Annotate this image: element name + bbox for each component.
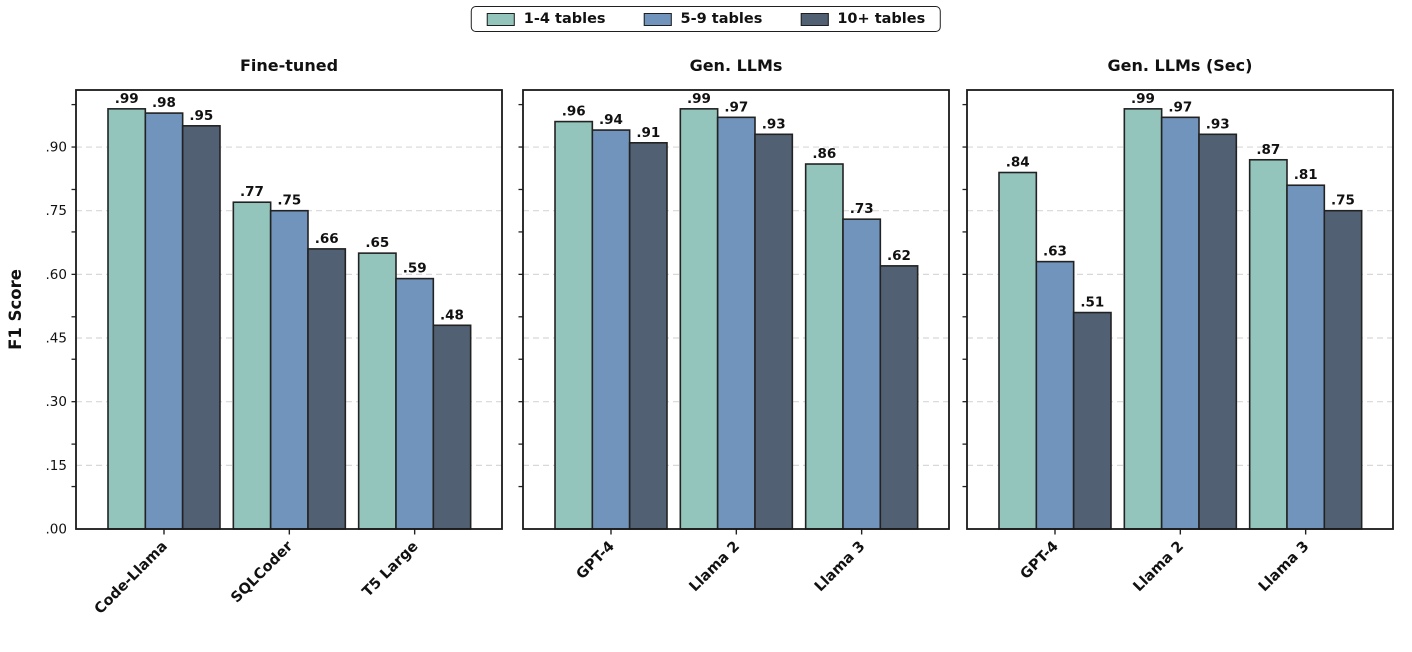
y-tick-label: .75	[46, 203, 67, 219]
bar	[357, 252, 397, 530]
bar	[1198, 133, 1238, 530]
bar-value-label: .96	[562, 104, 586, 120]
bar	[754, 133, 794, 530]
panel-2: Gen. LLMs .96 .94 .91 GPT-4 .99 .97 .93 Llama 2.…	[518, 56, 950, 596]
bar-value-label: .93	[762, 116, 786, 132]
x-category-label: Llama 3	[812, 539, 869, 596]
bar-value-label: .65	[365, 235, 389, 251]
y-axis-label: F1 Score	[6, 269, 25, 350]
legend: 1-4 tables 5-9 tables 10+ tables	[470, 6, 942, 32]
y-tick-label: .60	[46, 267, 67, 283]
legend-label: 5-9 tables	[680, 11, 763, 27]
legend-label: 10+ tables	[837, 11, 926, 27]
x-category-label: Llama 2	[1131, 539, 1188, 596]
panel-title: Gen. LLMs (Sec)	[1108, 56, 1253, 75]
bar-value-label: .97	[1168, 99, 1192, 115]
panel-1: Fine-tuned .99 .98 .95 Code-Llama .77 .75 .66 SQ…	[46, 56, 503, 618]
bar-value-label: .97	[724, 99, 748, 115]
bar	[1123, 108, 1163, 530]
bar-value-label: .99	[687, 91, 711, 107]
legend-swatch-10-plus-tables	[800, 12, 829, 26]
x-category-label: Code-Llama	[92, 539, 171, 618]
bar-value-label: .62	[887, 248, 911, 264]
bar-value-label: .95	[189, 108, 213, 124]
bar-value-label: .81	[1294, 167, 1318, 183]
bar-value-label: .66	[315, 231, 339, 247]
x-category-label: Llama 3	[1256, 539, 1313, 596]
bar-value-label: .73	[850, 201, 874, 217]
bar	[1286, 184, 1326, 530]
panel-title: Gen. LLMs	[690, 56, 783, 75]
bar-value-label: .91	[636, 125, 660, 141]
bar	[232, 201, 272, 530]
plot-border	[522, 89, 950, 530]
bar	[998, 171, 1038, 530]
bar	[144, 112, 184, 530]
bar-value-label: .84	[1006, 155, 1030, 171]
bar	[395, 277, 435, 530]
y-tick-label: .15	[46, 458, 67, 474]
bar-value-label: .63	[1043, 244, 1067, 260]
legend-item-10-plus-tables: 10+ tables	[800, 11, 925, 27]
plot-border	[75, 89, 503, 530]
x-category-label: GPT-4	[574, 539, 618, 583]
panel-title: Fine-tuned	[240, 56, 338, 75]
bar-value-label: .48	[440, 307, 464, 323]
bar	[432, 324, 472, 530]
bar-value-label: .87	[1256, 142, 1280, 158]
legend-item-1-4-tables: 1-4 tables	[486, 11, 606, 27]
bar-value-label: .51	[1080, 295, 1104, 311]
bar	[879, 265, 919, 530]
legend-swatch-5-9-tables	[643, 12, 672, 26]
bar	[181, 125, 221, 530]
bar	[591, 129, 631, 530]
x-category-label: SQLCoder	[228, 538, 296, 606]
legend-item-5-9-tables: 5-9 tables	[643, 11, 763, 27]
y-tick-label: .90	[46, 140, 67, 156]
legend-label: 1-4 tables	[523, 11, 606, 27]
bar	[269, 209, 309, 530]
bar-value-label: .99	[1131, 91, 1155, 107]
bar	[107, 108, 147, 530]
bar	[1160, 116, 1200, 530]
plot-border	[966, 89, 1394, 530]
bar	[307, 248, 347, 530]
bar-value-label: .77	[240, 184, 264, 200]
bar-value-label: .98	[152, 95, 176, 111]
bar	[679, 108, 719, 530]
bar	[804, 163, 844, 530]
bar-value-label: .59	[403, 261, 427, 277]
bar-value-label: .94	[599, 112, 623, 128]
legend-swatch-1-4-tables	[486, 12, 515, 26]
x-category-label: Llama 2	[687, 539, 744, 596]
panel-3: Gen. LLMs (Sec) .84 .63 .51 GPT-4 .99 .97 .93 Ll…	[962, 56, 1394, 596]
y-tick-label: .45	[46, 331, 67, 347]
bar	[716, 116, 756, 530]
bar-value-label: .75	[1331, 193, 1355, 209]
bar-value-label: .93	[1206, 116, 1230, 132]
bar	[1248, 158, 1288, 530]
y-tick-label: .00	[46, 522, 67, 538]
bar	[1072, 311, 1112, 530]
bar-value-label: .99	[115, 91, 139, 107]
bar-value-label: .86	[812, 146, 836, 162]
bar-value-label: .75	[277, 193, 301, 209]
bar	[1035, 260, 1075, 530]
y-tick-label: .30	[46, 394, 67, 410]
x-category-label: T5 Large	[360, 538, 422, 600]
bar	[842, 218, 882, 530]
bar	[628, 141, 668, 530]
x-category-label: GPT-4	[1018, 539, 1062, 583]
bar	[554, 120, 594, 530]
bar	[1323, 209, 1363, 530]
